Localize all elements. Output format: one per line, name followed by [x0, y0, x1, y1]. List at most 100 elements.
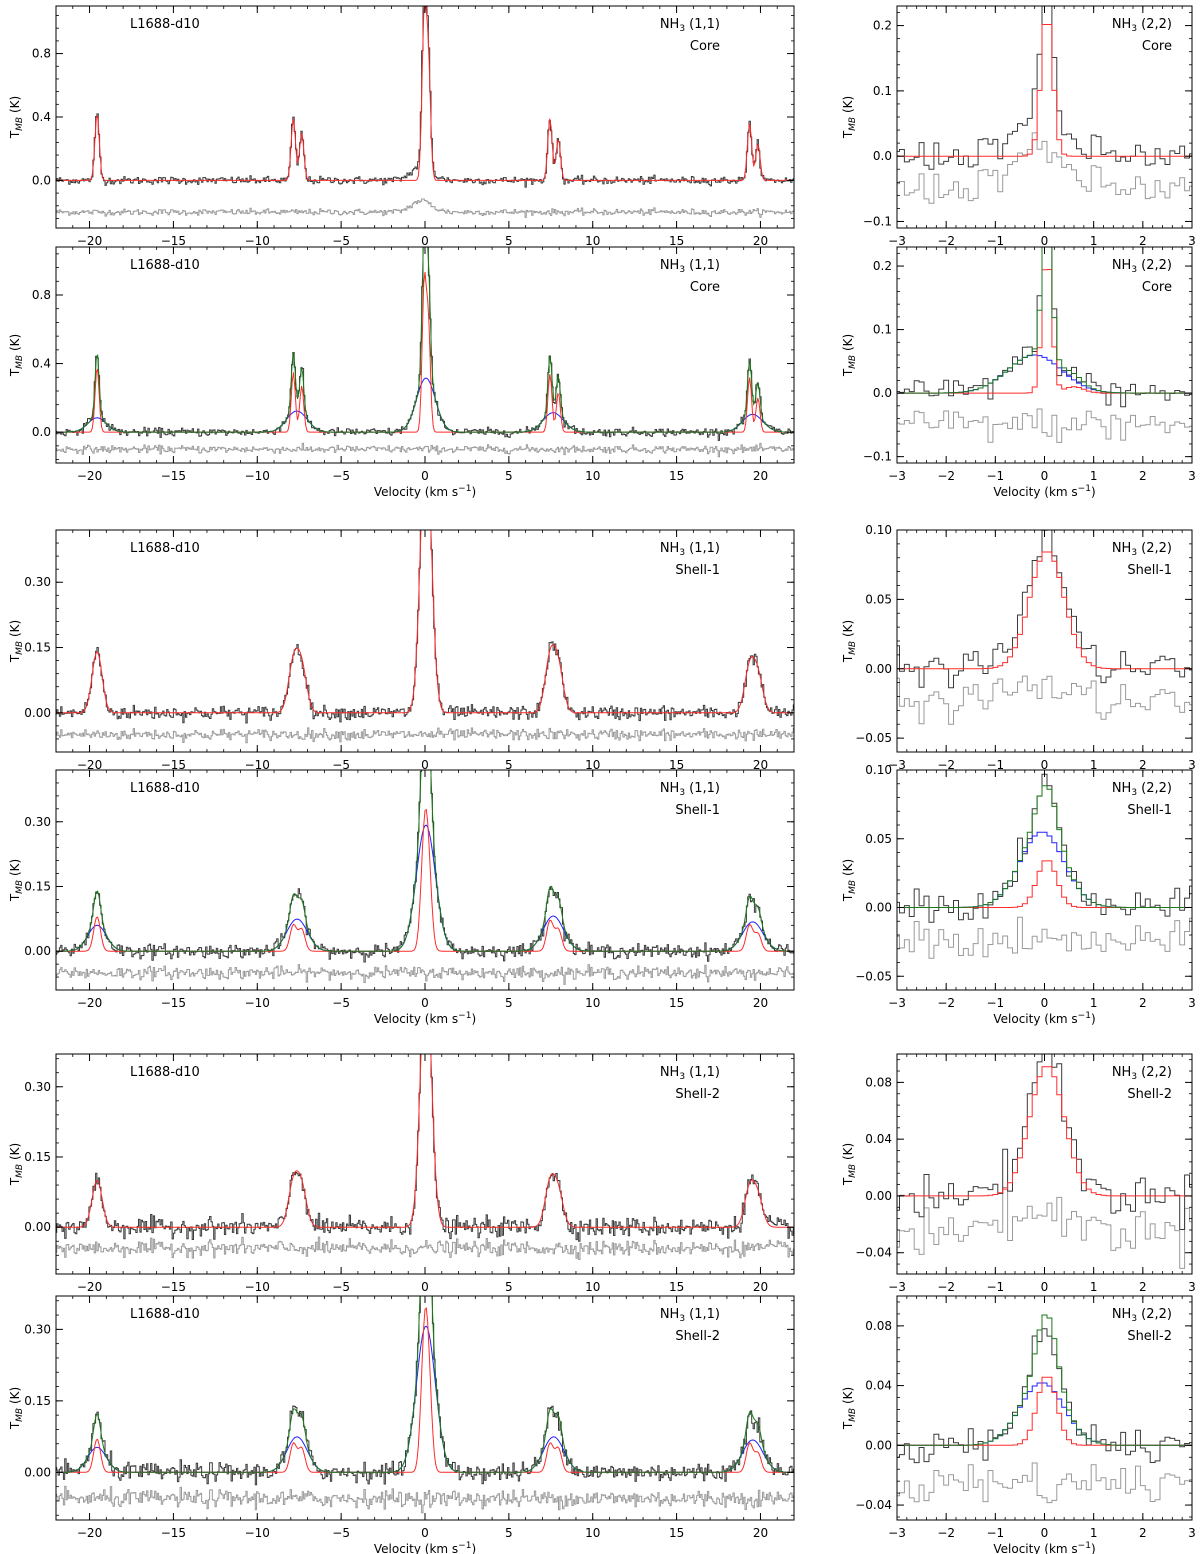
x-tick-label: 1 [1090, 758, 1098, 772]
observed-spectrum [897, 1054, 1192, 1230]
y-axis-label: TMB (K) [841, 1143, 858, 1186]
x-tick-label: 20 [753, 996, 768, 1010]
residual-spectrum [897, 916, 1192, 959]
narrow-component-fit [56, 808, 794, 952]
residual-spectrum [56, 727, 794, 744]
x-tick-label: −2 [937, 469, 955, 483]
x-tick-label: −10 [245, 234, 270, 248]
y-tick-label: −0.04 [855, 1246, 892, 1260]
x-tick-label: −5 [332, 469, 350, 483]
x-tick-label: −2 [937, 1526, 955, 1540]
residual-spectrum [897, 675, 1192, 725]
region-label: Shell-2 [675, 1087, 720, 1102]
x-tick-label: 0 [1041, 1280, 1049, 1294]
observed-spectrum [56, 770, 794, 963]
x-tick-label: −2 [937, 234, 955, 248]
model-fit [897, 1066, 1192, 1197]
x-tick-label: 10 [585, 469, 600, 483]
observed-spectrum [56, 1054, 794, 1242]
x-tick-label: −10 [245, 469, 270, 483]
x-tick-label: −10 [245, 996, 270, 1010]
broad-component-fit [56, 377, 794, 433]
y-tick-label: 0.10 [865, 523, 892, 537]
observed-spectrum [56, 530, 794, 724]
x-tick-label: −3 [888, 1526, 906, 1540]
x-tick-label: −5 [332, 758, 350, 772]
residual-spectrum [56, 1485, 794, 1514]
x-tick-label: 2 [1139, 996, 1147, 1010]
y-axis-label: TMB (K) [841, 859, 858, 902]
y-tick-label: 0.2 [873, 259, 892, 273]
plot-area [56, 247, 794, 458]
total-fit [897, 785, 1192, 908]
y-tick-label: 0.08 [865, 1075, 892, 1089]
x-tick-label: −2 [937, 758, 955, 772]
residual-spectrum [897, 408, 1192, 443]
x-tick-label: −3 [888, 1280, 906, 1294]
total-fit [897, 1314, 1192, 1446]
transition-label: NH3 (1,1) [660, 781, 720, 798]
panel-shell2-11-two: −20 −15 −10 −5 0 5 10 15 20 0.00 0.15 0.30 TMB (K) Ve… [8, 1295, 795, 1554]
y-axis-label: TMB (K) [841, 1387, 858, 1430]
x-tick-label: 2 [1139, 469, 1147, 483]
y-axis-label: TMB (K) [841, 96, 858, 139]
x-tick-label: 3 [1188, 469, 1196, 483]
x-tick-label: 5 [505, 234, 513, 248]
y-tick-label: 0.4 [32, 357, 51, 371]
residual-spectrum [56, 442, 794, 458]
x-tick-label: 0 [421, 1526, 429, 1540]
y-tick-label: 0.30 [24, 1322, 51, 1336]
narrow-component-fit [897, 860, 1192, 908]
x-tick-label: 5 [505, 1526, 513, 1540]
x-tick-label: 3 [1188, 996, 1196, 1010]
x-tick-label: −20 [77, 1280, 102, 1294]
y-tick-label: 0.10 [865, 763, 892, 777]
x-tick-label: −3 [888, 758, 906, 772]
x-tick-label: −5 [332, 234, 350, 248]
x-tick-label: −10 [245, 1280, 270, 1294]
x-tick-label: −15 [161, 1526, 186, 1540]
y-tick-label: 0.00 [865, 1438, 892, 1452]
total-fit [56, 770, 794, 952]
y-tick-label: 0.00 [865, 1189, 892, 1203]
transition-label: NH3 (2,2) [1112, 17, 1172, 34]
y-axis-label: TMB (K) [8, 1143, 25, 1186]
broad-component-fit [56, 1325, 794, 1473]
region-label: Core [690, 280, 720, 295]
x-tick-label: 0 [421, 996, 429, 1010]
x-tick-label: 0 [421, 469, 429, 483]
x-tick-label: 1 [1090, 996, 1098, 1010]
y-tick-label: 0.1 [873, 323, 892, 337]
x-axis-label: Velocity (km s−1) [374, 1541, 476, 1554]
source-label: L1688-d10 [130, 1307, 200, 1322]
panel-shell2-22-two: −3 −2 −1 0 1 2 3 −0.04 0.00 0.04 0.08 TMB (K) Veloci… [841, 1295, 1196, 1554]
y-axis-label: TMB (K) [841, 334, 858, 377]
x-tick-label: 0 [421, 1280, 429, 1294]
x-tick-label: −1 [986, 758, 1004, 772]
y-tick-label: 0.04 [865, 1132, 892, 1146]
x-tick-label: −15 [161, 758, 186, 772]
x-tick-label: −20 [77, 758, 102, 772]
y-tick-label: 0.00 [24, 1220, 51, 1234]
x-tick-label: 10 [585, 996, 600, 1010]
x-tick-label: −1 [986, 234, 1004, 248]
plot-area [897, 773, 1192, 959]
y-tick-label: 0.15 [24, 879, 51, 893]
plot-area [897, 6, 1192, 204]
transition-label: NH3 (2,2) [1112, 781, 1172, 798]
y-tick-label: 0.08 [865, 1319, 892, 1333]
source-label: L1688-d10 [130, 1065, 200, 1080]
plot-area [56, 1296, 794, 1514]
y-tick-label: 0.00 [24, 706, 51, 720]
y-axis-label: TMB (K) [8, 334, 25, 377]
model-fit [897, 551, 1192, 670]
x-tick-label: 20 [753, 469, 768, 483]
model-fit [56, 530, 794, 714]
x-tick-label: 1 [1090, 1526, 1098, 1540]
transition-label: NH3 (1,1) [660, 1307, 720, 1324]
x-tick-label: 0 [1041, 234, 1049, 248]
narrow-component-fit [897, 1376, 1192, 1446]
x-tick-label: 10 [585, 1526, 600, 1540]
x-tick-label: −5 [332, 1280, 350, 1294]
